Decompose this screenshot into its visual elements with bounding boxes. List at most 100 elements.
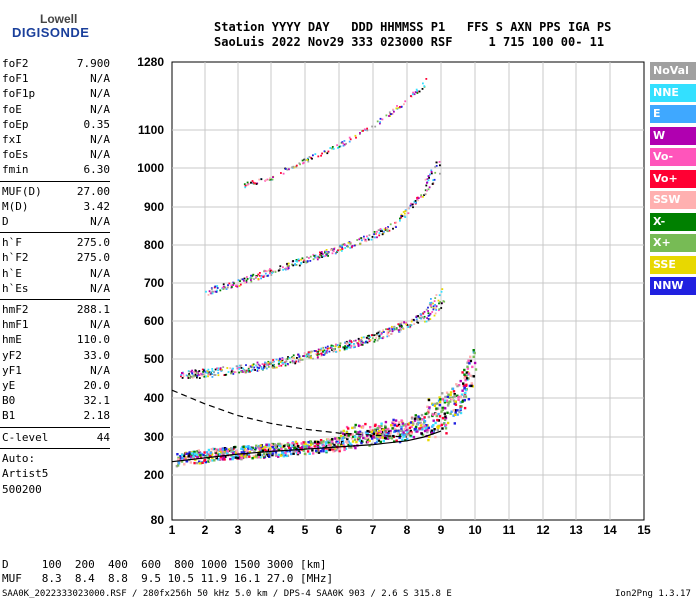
data-point bbox=[187, 455, 190, 458]
x-tick-label: 4 bbox=[268, 523, 275, 537]
data-point bbox=[292, 357, 294, 359]
data-point bbox=[400, 321, 403, 324]
data-point bbox=[408, 325, 410, 328]
param-name: h`Es bbox=[2, 281, 29, 295]
data-point bbox=[436, 402, 439, 405]
data-point bbox=[225, 447, 228, 451]
data-point bbox=[270, 443, 273, 446]
data-point bbox=[434, 165, 437, 168]
data-point bbox=[463, 399, 466, 402]
x-tick-label: 7 bbox=[370, 523, 377, 537]
data-point bbox=[326, 347, 329, 350]
data-point bbox=[370, 430, 373, 434]
data-point bbox=[188, 453, 191, 456]
data-point bbox=[416, 196, 418, 199]
data-point bbox=[376, 434, 379, 438]
data-point bbox=[386, 437, 390, 440]
data-point bbox=[358, 439, 361, 442]
data-point bbox=[394, 419, 398, 422]
data-point bbox=[311, 350, 313, 353]
data-point bbox=[439, 172, 441, 175]
data-point bbox=[432, 302, 434, 305]
data-point bbox=[443, 300, 446, 303]
data-point bbox=[294, 263, 296, 266]
data-point bbox=[273, 448, 276, 451]
data-point bbox=[418, 317, 421, 319]
data-point bbox=[373, 233, 375, 236]
data-point bbox=[400, 428, 403, 431]
data-point bbox=[230, 284, 233, 287]
legend-item-e: E bbox=[650, 105, 696, 123]
data-point bbox=[226, 367, 229, 369]
data-point bbox=[303, 442, 306, 446]
data-point bbox=[374, 436, 377, 439]
data-point bbox=[444, 415, 447, 418]
data-point bbox=[422, 418, 425, 421]
data-point bbox=[211, 456, 214, 459]
data-point bbox=[268, 269, 271, 272]
data-point bbox=[364, 238, 367, 241]
param-row: yE 20.0 bbox=[2, 378, 110, 393]
data-point bbox=[324, 442, 328, 445]
data-point bbox=[388, 111, 391, 114]
data-point bbox=[353, 244, 356, 247]
data-point bbox=[423, 311, 426, 313]
data-point bbox=[463, 395, 466, 398]
data-point bbox=[206, 371, 208, 374]
data-point bbox=[346, 346, 348, 349]
data-point bbox=[310, 446, 313, 450]
data-point bbox=[466, 361, 469, 364]
data-point bbox=[245, 371, 247, 374]
data-point bbox=[425, 184, 428, 187]
data-point bbox=[287, 446, 291, 449]
data-point bbox=[421, 433, 425, 437]
data-point bbox=[353, 344, 356, 347]
data-point bbox=[297, 353, 300, 356]
data-point bbox=[338, 145, 341, 148]
data-point bbox=[472, 375, 476, 378]
data-point bbox=[302, 261, 305, 263]
data-point bbox=[222, 456, 225, 459]
data-point bbox=[301, 159, 304, 162]
data-point bbox=[199, 454, 202, 457]
data-point bbox=[379, 228, 382, 230]
data-point bbox=[291, 263, 293, 266]
data-point bbox=[445, 399, 449, 402]
data-point bbox=[411, 423, 415, 426]
data-point bbox=[285, 358, 288, 361]
data-point bbox=[392, 108, 394, 111]
data-point bbox=[377, 229, 380, 231]
data-point bbox=[243, 279, 245, 282]
data-point bbox=[250, 447, 253, 451]
data-point bbox=[352, 343, 355, 346]
data-point bbox=[193, 375, 195, 378]
data-point bbox=[410, 425, 413, 428]
data-point bbox=[386, 229, 388, 232]
data-point bbox=[185, 460, 188, 463]
data-point bbox=[221, 286, 224, 289]
data-point bbox=[243, 455, 247, 458]
param-row: foEp 0.35 bbox=[2, 117, 110, 132]
legend-item-ssw: SSW bbox=[650, 191, 696, 209]
data-point bbox=[338, 447, 342, 451]
data-point bbox=[193, 461, 196, 465]
data-point bbox=[250, 274, 252, 277]
data-point bbox=[228, 282, 231, 285]
data-point bbox=[427, 415, 431, 419]
data-point bbox=[441, 417, 445, 420]
data-point bbox=[402, 431, 405, 434]
data-point bbox=[369, 426, 372, 429]
data-point bbox=[247, 447, 250, 450]
data-point bbox=[220, 451, 223, 454]
data-point bbox=[350, 345, 353, 347]
data-point bbox=[210, 292, 213, 295]
data-point bbox=[306, 447, 309, 450]
data-point bbox=[358, 430, 362, 433]
data-point bbox=[464, 379, 467, 382]
data-point bbox=[213, 286, 216, 289]
data-point bbox=[396, 105, 398, 107]
data-point bbox=[389, 429, 392, 433]
param-value: 2.18 bbox=[83, 409, 111, 423]
data-point bbox=[295, 259, 298, 261]
data-point bbox=[231, 452, 235, 455]
